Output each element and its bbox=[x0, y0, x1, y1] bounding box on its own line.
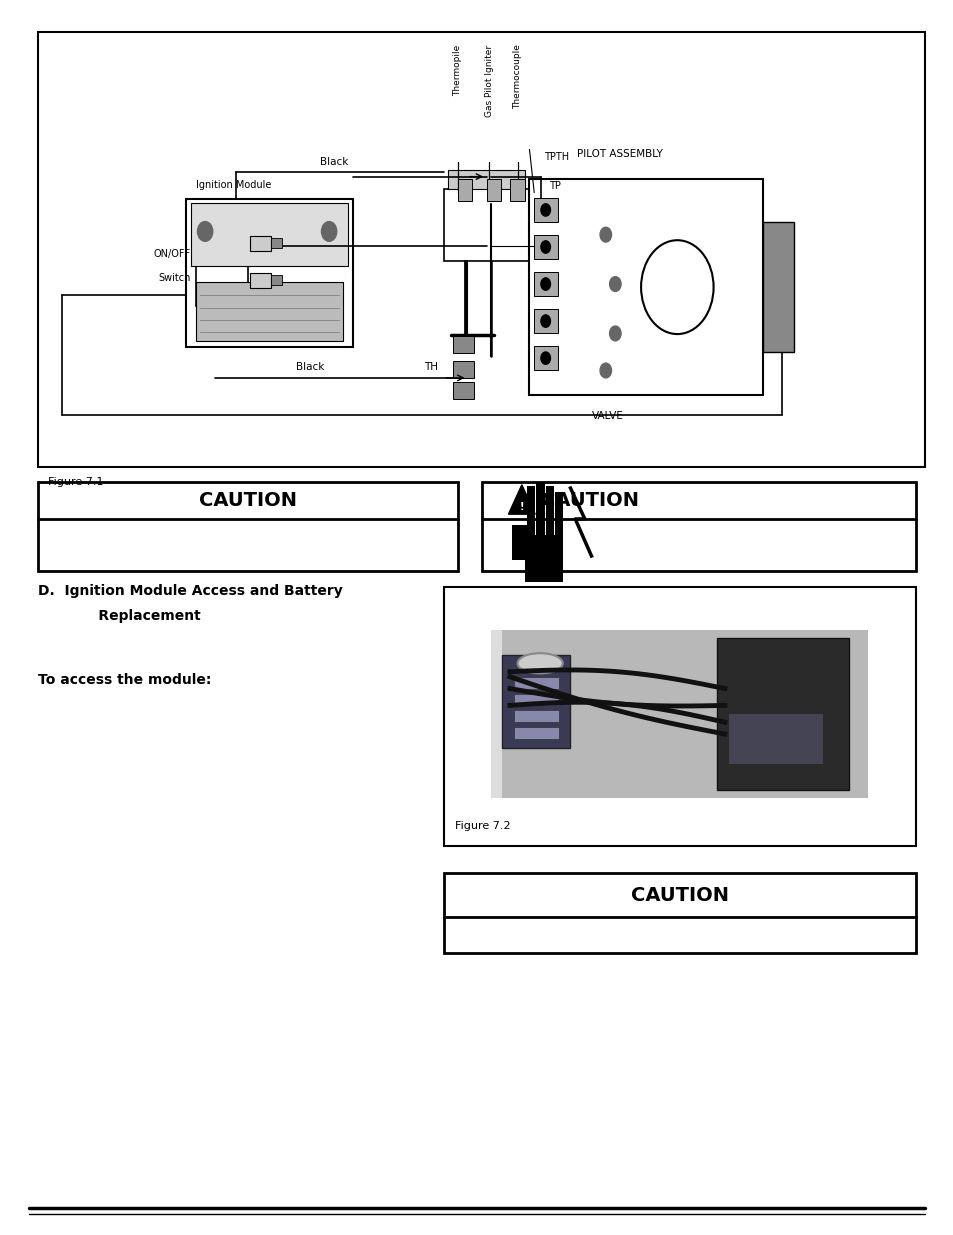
Bar bbox=[512, 525, 527, 559]
Bar bbox=[513, 677, 558, 689]
Circle shape bbox=[321, 221, 336, 241]
Text: Thermocouple: Thermocouple bbox=[513, 44, 522, 110]
Bar bbox=[250, 273, 271, 288]
Bar bbox=[534, 235, 558, 259]
Text: Figure 7.2: Figure 7.2 bbox=[455, 821, 510, 831]
Text: CAUTION: CAUTION bbox=[630, 885, 728, 905]
Bar bbox=[457, 179, 472, 201]
Text: ON/OFF: ON/OFF bbox=[153, 249, 191, 259]
Bar bbox=[728, 714, 822, 764]
Bar bbox=[529, 179, 762, 395]
Bar bbox=[524, 535, 562, 582]
Bar bbox=[443, 873, 915, 953]
Text: PILOT ASSEMBLY: PILOT ASSEMBLY bbox=[577, 149, 662, 159]
Bar bbox=[510, 179, 524, 201]
Bar bbox=[443, 189, 529, 261]
Bar bbox=[513, 710, 558, 722]
Bar bbox=[534, 346, 558, 370]
Bar bbox=[534, 272, 558, 296]
Circle shape bbox=[599, 363, 611, 378]
Text: To access the module:: To access the module: bbox=[38, 673, 212, 687]
Bar bbox=[453, 336, 474, 353]
Bar bbox=[513, 694, 558, 705]
Text: TPTH: TPTH bbox=[543, 152, 568, 162]
Bar bbox=[491, 630, 502, 798]
Bar bbox=[555, 492, 562, 535]
Bar bbox=[38, 32, 924, 467]
Circle shape bbox=[609, 326, 620, 341]
Bar bbox=[534, 198, 558, 222]
Text: Figure 7.1: Figure 7.1 bbox=[48, 477, 103, 487]
Circle shape bbox=[599, 227, 611, 242]
Polygon shape bbox=[508, 485, 535, 514]
Bar bbox=[545, 485, 554, 535]
Text: Gas Pilot Igniter: Gas Pilot Igniter bbox=[484, 44, 494, 116]
Bar bbox=[195, 282, 343, 341]
Bar bbox=[486, 179, 500, 201]
Text: Ignition Module: Ignition Module bbox=[195, 180, 271, 190]
Bar bbox=[534, 309, 558, 333]
Bar bbox=[502, 655, 570, 747]
Text: TH: TH bbox=[424, 362, 438, 372]
Bar bbox=[453, 382, 474, 399]
Circle shape bbox=[540, 315, 550, 327]
Text: CAUTION: CAUTION bbox=[199, 490, 296, 510]
Bar bbox=[271, 238, 282, 248]
Bar bbox=[38, 482, 457, 571]
Circle shape bbox=[540, 278, 550, 290]
Text: Replacement: Replacement bbox=[74, 609, 201, 622]
Text: D.  Ignition Module Access and Battery: D. Ignition Module Access and Battery bbox=[38, 584, 342, 598]
Text: Black: Black bbox=[295, 362, 324, 372]
Bar bbox=[513, 727, 558, 739]
Bar bbox=[536, 483, 544, 535]
Circle shape bbox=[197, 221, 213, 241]
Text: VALVE: VALVE bbox=[591, 411, 622, 421]
Bar bbox=[481, 482, 915, 571]
Text: Black: Black bbox=[319, 157, 348, 167]
Text: TP: TP bbox=[548, 182, 559, 191]
Circle shape bbox=[540, 352, 550, 364]
Circle shape bbox=[609, 277, 620, 291]
Bar bbox=[443, 587, 915, 846]
Text: Switch: Switch bbox=[158, 273, 191, 283]
Text: !: ! bbox=[519, 503, 523, 513]
Bar bbox=[717, 638, 848, 789]
Bar bbox=[271, 275, 282, 285]
Circle shape bbox=[540, 241, 550, 253]
Bar bbox=[762, 222, 793, 352]
Bar bbox=[191, 204, 348, 266]
Bar bbox=[186, 199, 353, 347]
Bar bbox=[250, 236, 271, 251]
Text: Thermopile: Thermopile bbox=[453, 44, 462, 95]
Bar bbox=[448, 170, 524, 189]
Bar bbox=[195, 226, 248, 306]
Circle shape bbox=[517, 653, 562, 673]
Bar bbox=[526, 485, 535, 535]
Text: CAUTION: CAUTION bbox=[540, 490, 639, 510]
Bar bbox=[453, 361, 474, 378]
Circle shape bbox=[540, 204, 550, 216]
